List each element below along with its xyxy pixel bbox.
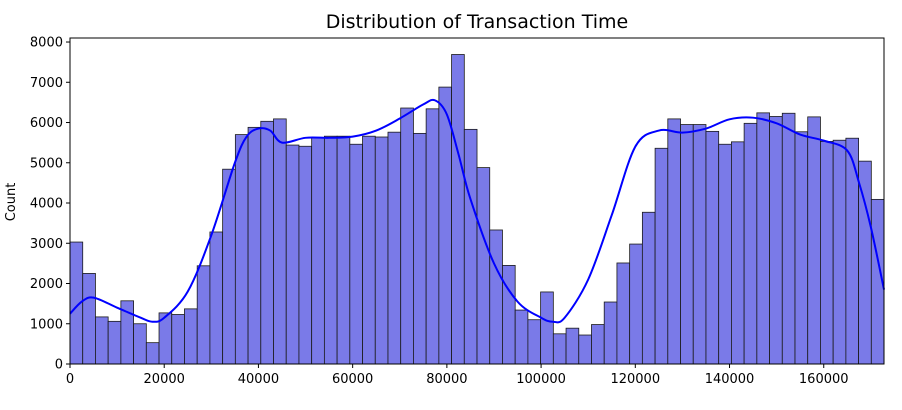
x-tick-label: 120000 — [610, 372, 660, 387]
y-tick-label: 3000 — [30, 237, 63, 252]
histogram-bar — [514, 309, 529, 365]
histogram-bar — [145, 342, 160, 365]
y-tick-label: 7000 — [30, 76, 63, 91]
histogram-bar — [234, 134, 249, 365]
histogram-bar — [362, 135, 376, 365]
histogram-bar — [349, 143, 363, 365]
x-tick-label: 20000 — [144, 372, 185, 387]
y-ticks-group: 0 1000 2000 3000 4000 5000 6000 7000 8000 — [30, 36, 70, 373]
histogram-bar — [731, 141, 745, 365]
histogram-bar — [489, 229, 503, 365]
y-tick-label: 2000 — [30, 277, 63, 292]
x-tick-label: 60000 — [332, 372, 373, 387]
histogram-bar — [413, 132, 427, 365]
histogram-bar — [641, 211, 656, 365]
histogram-bar — [705, 130, 720, 365]
y-tick-label: 5000 — [30, 156, 63, 171]
histogram-bar — [616, 262, 631, 365]
histogram-bar — [820, 141, 834, 365]
histogram-bar — [184, 308, 198, 365]
x-tick-label: 40000 — [238, 372, 279, 387]
histogram-bar — [718, 143, 732, 365]
histogram-bar — [654, 147, 669, 365]
histogram-bar — [692, 124, 707, 365]
histogram-bar — [133, 323, 147, 365]
x-tick-label: 0 — [66, 372, 74, 387]
histogram-bar — [476, 167, 491, 365]
y-tick-label: 6000 — [30, 116, 63, 131]
histogram-bar — [107, 320, 122, 365]
histogram-bar — [552, 333, 567, 365]
histogram-bar — [565, 327, 580, 365]
histogram-bar — [400, 107, 414, 365]
histogram-bar — [323, 135, 338, 365]
kde-line — [69, 98, 885, 324]
histogram-bar — [247, 126, 262, 365]
histogram-bar — [260, 120, 274, 365]
y-tick-label: 4000 — [30, 197, 63, 212]
histogram-bar — [451, 54, 465, 365]
x-tick-label: 100000 — [516, 372, 566, 387]
histogram-bar — [387, 131, 402, 365]
histogram-bar — [425, 108, 440, 365]
histogram-bar — [680, 124, 694, 365]
x-ticks-group: 0 20000 40000 60000 80000 100000 120000 140000 1… — [66, 364, 849, 387]
histogram-bar — [196, 265, 211, 365]
x-tick-label: 80000 — [426, 372, 467, 387]
histogram-bar — [858, 160, 872, 365]
axes-group — [69, 37, 885, 365]
histogram-bar — [591, 324, 605, 365]
histogram-bar — [807, 116, 821, 365]
histogram-bar — [298, 145, 313, 365]
histogram-bar — [463, 128, 478, 365]
histogram-bar — [311, 137, 325, 365]
y-axis-label: Count — [4, 183, 19, 222]
histogram-bar — [336, 135, 351, 365]
chart-title: Distribution of Transaction Time — [326, 11, 628, 33]
histogram-bar — [756, 112, 770, 365]
histogram-bar — [781, 112, 796, 365]
histogram-bar — [629, 243, 643, 365]
histogram-bar — [273, 118, 287, 365]
histogram-bar — [667, 118, 681, 365]
histogram-bar — [209, 231, 224, 365]
histogram-bar — [540, 291, 554, 365]
histogram-bar — [578, 334, 592, 365]
histogram-bar — [527, 319, 542, 365]
y-tick-label: 0 — [55, 358, 63, 373]
x-tick-label: 140000 — [705, 372, 755, 387]
histogram-bar — [171, 314, 185, 365]
histogram-bar — [82, 273, 96, 365]
histogram-bar — [794, 131, 809, 365]
y-tick-label: 8000 — [30, 36, 63, 51]
y-tick-label: 1000 — [30, 317, 63, 332]
x-tick-label: 160000 — [799, 372, 849, 387]
histogram-bar — [743, 122, 758, 365]
histogram-bar — [285, 144, 300, 365]
histogram-bar — [603, 301, 618, 365]
histogram-bar — [222, 168, 236, 365]
histogram-bar — [95, 316, 109, 365]
histogram-bar — [438, 86, 452, 365]
histogram-bar — [832, 139, 847, 365]
histogram-bar — [502, 264, 516, 365]
histogram-bar — [374, 136, 389, 365]
kde-group — [69, 98, 885, 324]
histogram-bar — [769, 116, 783, 365]
bars-group — [69, 54, 885, 365]
plot-frame — [69, 37, 885, 365]
